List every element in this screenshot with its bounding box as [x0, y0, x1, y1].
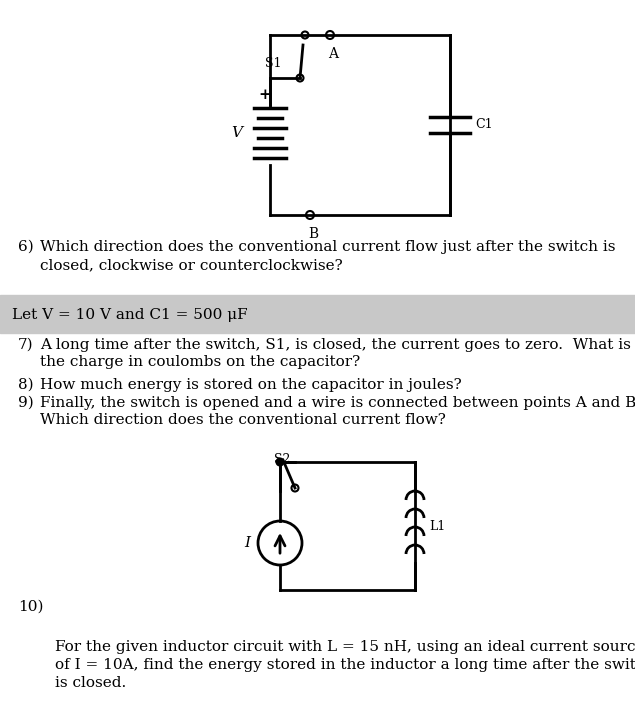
- Text: How much energy is stored on the capacitor in joules?: How much energy is stored on the capacit…: [40, 378, 462, 392]
- Text: L1: L1: [429, 521, 445, 534]
- Text: +: +: [258, 88, 271, 102]
- Text: I: I: [244, 536, 250, 550]
- Text: 10): 10): [18, 600, 44, 614]
- Text: S1: S1: [265, 57, 282, 70]
- Text: 6): 6): [18, 240, 34, 254]
- Text: Which direction does the conventional current flow just after the switch is: Which direction does the conventional cu…: [40, 240, 615, 254]
- Bar: [0, 295, 635, 333]
- Text: Which direction does the conventional current flow?: Which direction does the conventional cu…: [40, 413, 446, 427]
- Text: of I = 10A, find the energy stored in the inductor a long time after the switch: of I = 10A, find the energy stored in th…: [55, 658, 635, 672]
- Text: B: B: [308, 227, 318, 241]
- Text: Let V = 10 V and C1 = 500 μF: Let V = 10 V and C1 = 500 μF: [12, 308, 248, 322]
- Text: 7): 7): [18, 338, 34, 352]
- Text: the charge in coulombs on the capacitor?: the charge in coulombs on the capacitor?: [40, 355, 360, 369]
- Text: A: A: [328, 47, 338, 61]
- Text: 9): 9): [18, 396, 34, 410]
- Circle shape: [276, 459, 283, 466]
- Text: C1: C1: [475, 119, 493, 132]
- Text: Finally, the switch is opened and a wire is connected between points A and B.: Finally, the switch is opened and a wire…: [40, 396, 635, 410]
- Text: S2: S2: [274, 453, 290, 466]
- Text: 8): 8): [18, 378, 34, 392]
- Text: closed, clockwise or counterclockwise?: closed, clockwise or counterclockwise?: [40, 258, 343, 272]
- Text: For the given inductor circuit with L = 15 nH, using an ideal current source: For the given inductor circuit with L = …: [55, 640, 635, 654]
- Text: V: V: [231, 126, 242, 140]
- Text: A long time after the switch, S1, is closed, the current goes to zero.  What is: A long time after the switch, S1, is clo…: [40, 338, 631, 352]
- Text: is closed.: is closed.: [55, 676, 126, 690]
